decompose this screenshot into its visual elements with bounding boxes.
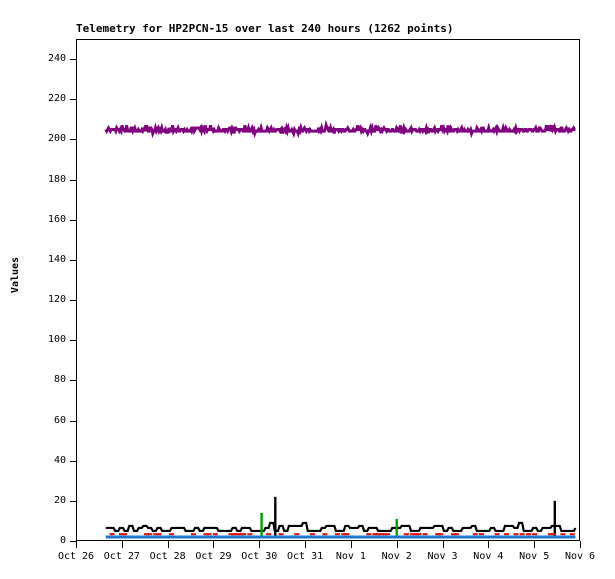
y-tick-mark — [70, 179, 77, 181]
y-tick-label: 160 — [47, 213, 66, 225]
y-tick-label: 180 — [47, 173, 66, 185]
y-tick-label: 0 — [59, 535, 66, 546]
y-tick-mark — [70, 460, 77, 462]
y-tick-label: 20 — [53, 494, 66, 506]
y-tick-mark — [70, 380, 77, 382]
x-tick-mark — [76, 541, 77, 548]
y-tick-label: 120 — [47, 294, 66, 306]
y-tick-label: 140 — [47, 253, 66, 265]
plot-frame — [76, 39, 580, 541]
x-tick-mark — [121, 541, 123, 548]
x-tick-label: Oct 28 — [149, 551, 186, 562]
y-tick-mark — [70, 300, 77, 302]
x-tick-label: Nov 6 — [564, 551, 596, 562]
y-tick-mark — [70, 500, 77, 502]
x-tick-mark — [442, 541, 444, 548]
y-tick-label: 200 — [47, 133, 66, 145]
x-tick-label: Oct 29 — [195, 551, 232, 562]
y-tick-mark — [70, 340, 77, 342]
x-tick-label: Nov 2 — [381, 551, 412, 562]
y-tick-mark — [70, 219, 77, 221]
y-tick-mark — [70, 139, 77, 141]
y-axis-label: Values — [10, 256, 21, 294]
x-tick-label: Nov 1 — [335, 551, 366, 562]
x-tick-mark — [259, 541, 261, 548]
y-tick-label: 40 — [53, 454, 66, 466]
y-tick-mark — [70, 420, 77, 422]
x-tick-label: Nov 4 — [473, 551, 504, 562]
y-tick-label: 220 — [47, 93, 66, 105]
x-tick-mark — [350, 541, 352, 548]
x-tick-label: Oct 26 — [57, 551, 95, 562]
x-tick-mark — [580, 541, 581, 548]
x-tick-mark — [534, 541, 536, 548]
y-tick-label: 100 — [47, 334, 66, 346]
x-tick-mark — [167, 541, 169, 548]
x-tick-mark — [305, 541, 307, 548]
x-tick-label: Oct 31 — [287, 551, 324, 562]
y-tick-label: 60 — [53, 414, 66, 426]
y-tick-mark — [70, 59, 77, 61]
x-tick-mark — [396, 541, 398, 548]
x-tick-label: Oct 30 — [241, 551, 278, 562]
x-tick-label: Nov 3 — [427, 551, 458, 562]
y-tick-mark — [70, 99, 77, 101]
x-tick-mark — [488, 541, 490, 548]
x-tick-label: Nov 5 — [519, 551, 550, 562]
y-tick-label: 80 — [53, 374, 66, 386]
chart-title: Telemetry for HP2PCN-15 over last 240 ho… — [76, 22, 454, 35]
y-tick-mark — [70, 259, 77, 261]
y-tick-mark — [70, 541, 77, 542]
x-tick-label: Oct 27 — [103, 551, 140, 562]
y-tick-label: 240 — [47, 53, 66, 65]
x-tick-mark — [213, 541, 215, 548]
